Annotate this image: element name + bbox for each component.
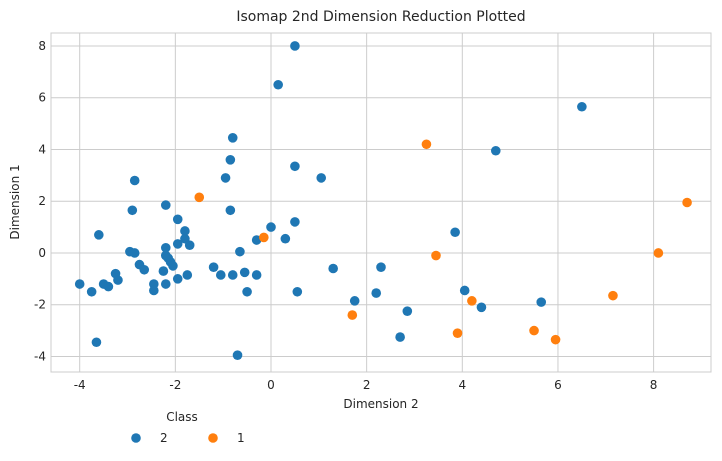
data-point-class-2 (91, 337, 102, 348)
data-point-class-2 (227, 133, 238, 143)
y-tick-label: 6 (38, 91, 46, 105)
legend-marker-1 (208, 433, 218, 443)
x-tick-label: 4 (458, 378, 466, 392)
y-axis-label: Dimension 1 (8, 164, 22, 239)
data-point-class-2 (225, 155, 236, 165)
data-point-class-2 (349, 296, 360, 306)
data-point-class-2 (242, 286, 252, 297)
data-point-class-2 (172, 239, 183, 249)
data-point-class-2 (577, 101, 587, 112)
data-point-class-2 (160, 200, 171, 210)
data-point-class-2 (290, 41, 300, 51)
data-point-class-2 (290, 161, 300, 172)
data-point-class-1 (421, 139, 432, 150)
data-point-class-2 (168, 261, 178, 271)
data-point-class-2 (476, 302, 487, 313)
data-point-class-2 (139, 264, 150, 275)
data-point-class-2 (184, 240, 195, 250)
x-tick-label: -2 (169, 378, 181, 392)
data-point-class-2 (94, 230, 104, 240)
data-point-class-2 (74, 279, 85, 289)
data-point-class-2 (220, 173, 231, 183)
data-point-class-1 (452, 328, 463, 338)
data-point-class-2 (232, 350, 243, 360)
data-point-class-2 (328, 263, 338, 274)
data-point-class-2 (239, 267, 250, 278)
data-point-class-1 (347, 310, 358, 320)
data-point-class-2 (160, 279, 171, 289)
data-point-class-2 (129, 248, 140, 258)
data-point-class-2 (273, 79, 283, 90)
data-point-class-2 (227, 270, 238, 280)
x-axis: -4 -2 0 2 4 6 8 (74, 378, 658, 392)
grid (51, 33, 711, 372)
x-tick-label: 0 (267, 378, 275, 392)
data-point-class-2 (280, 233, 291, 244)
data-point-class-2 (180, 226, 190, 236)
data-point-class-1 (467, 296, 477, 306)
chart-title: Isomap 2nd Dimension Reduction Plotted (236, 9, 525, 25)
data-point-class-2 (149, 285, 159, 296)
data-point-class-2 (395, 332, 405, 342)
x-tick-label: 2 (363, 378, 371, 392)
data-point-class-2 (172, 214, 183, 225)
data-point-class-2 (536, 297, 547, 307)
y-tick-label: 2 (38, 194, 46, 208)
data-point-class-2 (113, 275, 123, 285)
y-tick-label: 8 (38, 39, 46, 53)
y-tick-label: -2 (34, 298, 46, 312)
data-point-class-2 (158, 266, 169, 276)
data-point-class-1 (608, 290, 618, 301)
data-point-class-2 (402, 306, 413, 316)
legend-marker-2 (131, 433, 141, 443)
data-point-class-2 (459, 285, 470, 296)
legend-label-1: 1 (237, 431, 245, 445)
data-point-class-2 (251, 270, 262, 280)
data-point-class-2 (208, 262, 219, 272)
data-point-class-2 (129, 175, 140, 186)
data-point-class-2 (86, 286, 97, 297)
data-point-class-1 (682, 197, 692, 208)
y-tick-label: 0 (38, 246, 46, 260)
data-point-class-2 (371, 288, 382, 298)
x-axis-label: Dimension 2 (343, 397, 418, 411)
data-point-class-1 (259, 232, 269, 243)
data-point-class-2 (127, 205, 138, 216)
data-point-class-1 (529, 325, 539, 336)
data-point-class-2 (182, 270, 193, 280)
legend-title: Class (166, 410, 198, 424)
data-point-class-2 (376, 262, 386, 272)
plot-frame (50, 32, 712, 373)
data-point-class-2 (490, 145, 501, 156)
data-point-class-2 (160, 242, 171, 253)
data-point-class-2 (215, 270, 226, 280)
x-tick-label: 8 (650, 378, 658, 392)
x-tick-label: 6 (554, 378, 562, 392)
data-point-class-2 (316, 173, 327, 183)
y-tick-label: -4 (34, 349, 46, 363)
x-tick-label: -4 (74, 378, 86, 392)
data-point-class-2 (225, 205, 236, 216)
data-point-class-1 (194, 192, 205, 203)
data-points (74, 41, 692, 360)
data-point-class-1 (550, 334, 561, 345)
data-point-class-2 (290, 217, 300, 227)
data-point-class-2 (235, 246, 245, 257)
data-point-class-1 (653, 248, 664, 258)
y-axis: -4 -2 0 2 4 6 8 (34, 39, 46, 364)
data-point-class-2 (103, 281, 114, 292)
data-point-class-1 (431, 250, 441, 261)
data-point-class-2 (266, 222, 276, 232)
y-tick-label: 4 (38, 142, 46, 156)
data-point-class-2 (292, 286, 303, 297)
legend-label-2: 2 (160, 431, 168, 445)
data-point-class-2 (172, 274, 183, 284)
data-point-class-2 (450, 227, 460, 238)
